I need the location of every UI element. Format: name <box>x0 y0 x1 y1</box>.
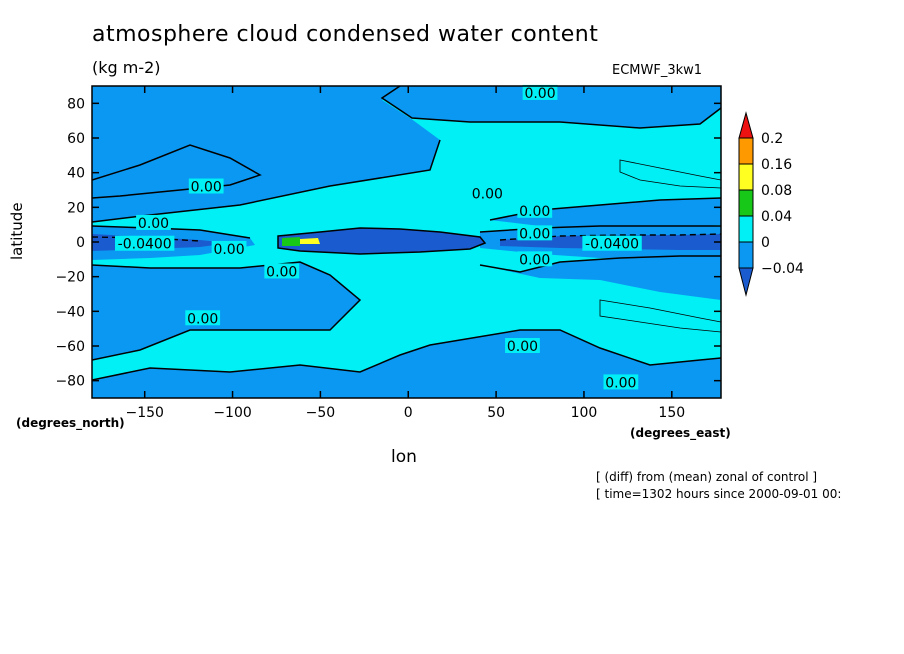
contour-label: -0.0400 <box>585 237 639 253</box>
x-tick-label: −150 <box>125 405 163 421</box>
contour-label-bg <box>517 251 553 267</box>
contour-label: 0.00 <box>519 252 550 268</box>
footer-line-2: [ time=1302 hours since 2000-09-01 00: <box>596 487 842 501</box>
contour-label: 0.00 <box>213 242 244 258</box>
x-coord-label: (degrees_east) <box>630 426 731 440</box>
contour-label-bg <box>522 84 558 100</box>
y-tick-label: −40 <box>55 304 85 320</box>
contour-south-east <box>479 255 721 273</box>
contour-label: 0.00 <box>187 311 218 327</box>
y-tick-label: −20 <box>55 270 85 286</box>
contour-label-bg <box>211 240 247 256</box>
contour-label: 0.00 <box>524 86 555 102</box>
model-label: ECMWF_3kw1 <box>612 63 703 78</box>
contour-label: -0.0400 <box>118 237 172 253</box>
footer-line-1: [ (diff) from (mean) zonal of control ] <box>596 470 818 484</box>
field-north-east-band <box>490 198 721 228</box>
contour-label: 0.00 <box>191 180 222 196</box>
x-tick-label: 150 <box>658 405 685 421</box>
colorbar-segment <box>738 241 754 269</box>
contour-north-west <box>92 144 262 199</box>
contour-label: 0.00 <box>138 216 169 232</box>
chart-units: (kg m-2) <box>92 58 161 77</box>
y-tick-label: 40 <box>67 166 85 182</box>
field-north-west-band <box>92 86 440 222</box>
thin-contours <box>599 159 721 333</box>
contour-fields <box>92 86 721 398</box>
contour-label-bg <box>517 202 553 218</box>
colorbar-segment <box>738 189 754 217</box>
contour-thin-south-east <box>599 299 721 333</box>
colorbar-label: 0.08 <box>761 183 792 199</box>
contour-label-bg <box>115 235 175 251</box>
axes: −150 −100 −50 0 50 100 150 −80 −60 −40 −20 0 20 40 60 8… <box>55 86 721 421</box>
contour-thin-north-east <box>619 159 721 189</box>
y-tick-label: −80 <box>55 374 85 390</box>
field-south-band <box>92 330 721 398</box>
colorbar: 0.2 0.16 0.08 0.04 0 −0.04 <box>738 111 804 297</box>
contour-label: 0.00 <box>605 375 636 391</box>
contour-label: 0.00 <box>266 264 297 280</box>
x-tick-label: 0 <box>404 405 413 421</box>
contour-north <box>380 86 721 129</box>
contour-label-bg <box>582 235 642 251</box>
x-tick-label: −50 <box>306 405 336 421</box>
contour-south <box>92 329 721 381</box>
colorbar-top-arrow <box>738 111 754 139</box>
contour-label: 0.00 <box>472 186 503 202</box>
colorbar-label: 0.2 <box>761 131 783 147</box>
contour-label-bg <box>188 178 224 194</box>
chart-title: atmosphere cloud condensed water content <box>92 22 599 47</box>
contour-label: 0.00 <box>507 339 538 355</box>
contour-label-bg <box>505 338 540 353</box>
y-tick-label: 0 <box>76 235 85 251</box>
colorbar-segment <box>738 163 754 191</box>
contour-label: 0.00 <box>519 226 550 242</box>
contour-label-bg <box>517 225 553 241</box>
colorbar-label: −0.04 <box>761 261 804 277</box>
colorbar-segment <box>738 215 754 243</box>
contour-central <box>277 227 487 255</box>
colorbar-label: 0.16 <box>761 157 792 173</box>
y-coord-label: (degrees_north) <box>16 416 125 430</box>
colorbar-label: 0 <box>761 235 770 251</box>
y-tick-label: 80 <box>67 96 85 112</box>
field-positive-yellow <box>300 238 320 244</box>
field-positive-green <box>282 237 300 246</box>
x-tick-label: −100 <box>213 405 251 421</box>
contour-south-west <box>92 261 362 361</box>
contour-dashed-west <box>92 236 201 242</box>
x-axis-label: lon <box>391 447 417 467</box>
contour-labels: 0.00 0.00 0.00 0.00 0.00 0.00 0.00 0.00 0.00 0.00… <box>115 84 642 391</box>
y-tick-label: 20 <box>67 200 85 216</box>
y-tick-label: 60 <box>67 131 85 147</box>
field-central-core <box>278 228 485 254</box>
colorbar-label: 0.04 <box>761 209 792 225</box>
colorbar-segment <box>738 137 754 165</box>
contour-label-bg <box>136 214 171 230</box>
y-tick-label: −60 <box>55 339 85 355</box>
x-tick-label: 50 <box>487 405 505 421</box>
x-tick-label: 100 <box>571 405 598 421</box>
contour-equator-west <box>92 225 251 239</box>
contour-label-bg <box>185 310 221 326</box>
contour-label: 0.00 <box>519 204 550 220</box>
colorbar-bottom-arrow <box>738 267 754 297</box>
contour-label-bg <box>469 185 505 201</box>
contour-label-bg <box>264 263 300 279</box>
contour-label-bg <box>603 374 639 390</box>
